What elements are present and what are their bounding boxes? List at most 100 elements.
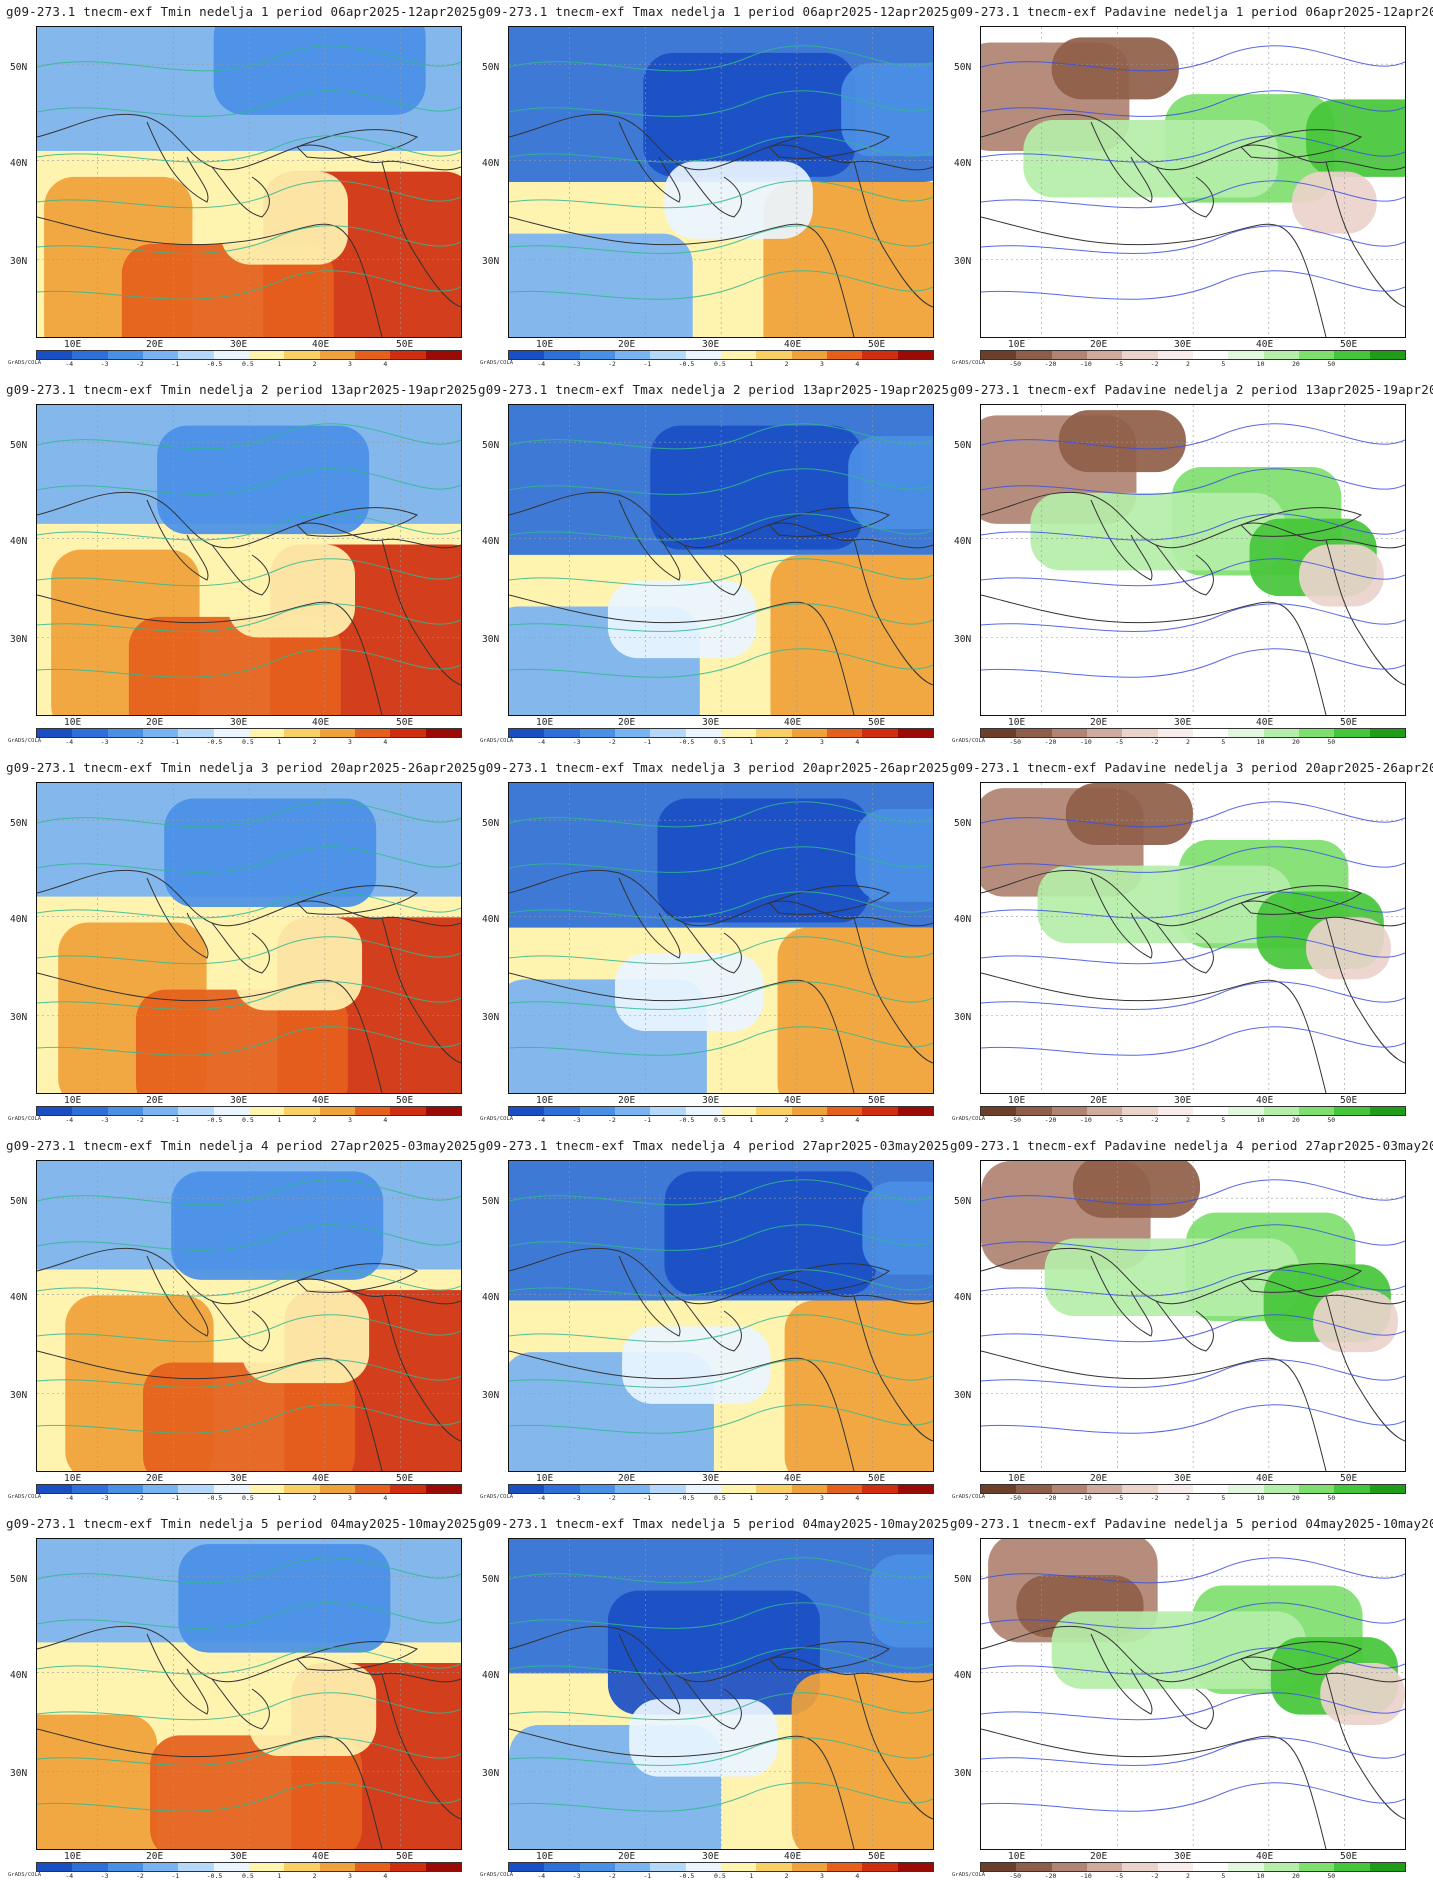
longitude-label: 30E: [230, 1851, 248, 1862]
grads-credit: GrADS/COLA: [480, 1494, 514, 1500]
longitude-label: 40E: [312, 1851, 330, 1862]
latitude-label: 50N: [10, 62, 28, 73]
colorbar-tick-label: 2: [312, 360, 317, 368]
colorbar-swatch: [1122, 1107, 1158, 1115]
longitude-label: 20E: [1090, 339, 1108, 350]
colorbar-tick-label: -1: [643, 1872, 652, 1880]
colorbar-swatch: [37, 729, 73, 737]
colorbar-swatch: [650, 729, 686, 737]
colorbar: [508, 1484, 934, 1494]
colorbar-tick-label: -2: [136, 1494, 144, 1502]
colorbar-tick-label: 4: [383, 738, 388, 746]
colorbar-swatch: [142, 729, 179, 737]
colorbar-swatch: [1157, 1863, 1193, 1871]
colorbar-swatch: [1192, 1863, 1229, 1871]
colorbar-swatch: [354, 1485, 391, 1493]
colorbar-swatch: [720, 729, 757, 737]
longitude-label: 30E: [1174, 1473, 1192, 1484]
colorbar-tick-label: -2: [136, 360, 144, 368]
colorbar-tick-label: 5: [1221, 360, 1226, 368]
anomaly-field-region: [171, 1171, 384, 1280]
colorbar-swatch: [1263, 729, 1299, 737]
map-svg: [509, 1539, 933, 1849]
colorbar-tick-label: -0.5: [206, 360, 223, 368]
colorbar-swatch: [37, 1485, 73, 1493]
anomaly-field-region: [770, 554, 933, 715]
colorbar-swatch: [213, 1485, 249, 1493]
colorbar-tick-label: 4: [855, 1872, 860, 1880]
map-svg: [37, 783, 461, 1093]
longitude-label: 50E: [396, 717, 414, 728]
latitude-label: 50N: [954, 1574, 972, 1585]
anomaly-field-region: [121, 244, 334, 337]
longitude-label: 10E: [64, 1473, 82, 1484]
anomaly-field-region: [234, 917, 363, 1011]
colorbar-swatch: [1122, 351, 1158, 359]
colorbar-swatch: [319, 1485, 355, 1493]
colorbar-swatch: [509, 1485, 545, 1493]
anomaly-field-region: [848, 436, 933, 529]
panel-title: g09-273.1 tnecm-exf Tmax nedelja 3 perio…: [478, 760, 950, 775]
colorbar-swatch: [650, 1485, 686, 1493]
colorbar-swatch: [1334, 1863, 1370, 1871]
colorbar-tick-label: 3: [348, 1872, 352, 1880]
longitude-label: 20E: [618, 1095, 636, 1106]
colorbar: [508, 1106, 934, 1116]
latitude-label: 30N: [954, 1012, 972, 1023]
longitude-label: 10E: [1008, 717, 1026, 728]
anomaly-field-region: [1023, 120, 1278, 198]
latitude-label: 30N: [10, 1012, 28, 1023]
colorbar-swatch: [142, 351, 179, 359]
longitude-label: 10E: [1008, 339, 1026, 350]
latitude-label: 30N: [10, 1768, 28, 1779]
longitude-label: 30E: [1174, 1095, 1192, 1106]
longitude-label: 40E: [784, 717, 802, 728]
map-plot-area: [980, 1538, 1406, 1850]
colorbar-swatch: [37, 1863, 73, 1871]
colorbar-tick-label: -2: [1150, 1116, 1159, 1124]
colorbar-tick-label: -5: [1115, 1494, 1124, 1502]
colorbar-swatch: [1192, 1107, 1229, 1115]
colorbar-tick-label: 0.5: [714, 1494, 726, 1502]
colorbar-swatch: [1263, 351, 1299, 359]
latitude-label: 30N: [10, 1390, 28, 1401]
map-panel-tmax-week-2: g09-273.1 tnecm-exf Tmax nedelja 2 perio…: [472, 378, 949, 753]
anomaly-field-region: [664, 161, 813, 239]
colorbar-tick-label: 2: [1186, 360, 1190, 368]
colorbar-tick-label: 50: [1327, 360, 1336, 368]
colorbar-tick-label: 2: [312, 1494, 317, 1502]
colorbar-swatch: [178, 1863, 214, 1871]
longitude-label: 10E: [536, 717, 554, 728]
colorbar-swatch: [897, 1107, 933, 1115]
colorbar-swatch: [509, 729, 545, 737]
colorbar: [36, 1862, 462, 1872]
colorbar-tick-label: 0.5: [714, 738, 726, 746]
colorbar-swatch: [107, 1485, 143, 1493]
colorbar-tick-label: 1: [277, 1494, 282, 1502]
colorbar: [980, 1862, 1406, 1872]
panel-title: g09-273.1 tnecm-exf Tmin nedelja 1 perio…: [6, 4, 478, 19]
colorbar-tick-label: -1: [171, 1116, 180, 1124]
colorbar-tick-label: -1: [643, 1494, 652, 1502]
colorbar-swatch: [614, 351, 651, 359]
colorbar-swatch: [1263, 1863, 1299, 1871]
colorbar-tick-label: 0.5: [242, 1494, 254, 1502]
colorbar-swatch: [1369, 729, 1405, 737]
colorbar-tick-label: -50: [1009, 360, 1022, 368]
colorbar-tick-label: 3: [820, 1116, 824, 1124]
anomaly-field-region: [869, 1554, 933, 1648]
colorbar-swatch: [862, 1863, 898, 1871]
latitude-label: 30N: [482, 256, 500, 267]
colorbar-swatch: [579, 1107, 615, 1115]
latitude-label: 50N: [10, 1574, 28, 1585]
longitude-label: 10E: [1008, 1473, 1026, 1484]
colorbar-swatch: [72, 1107, 108, 1115]
colorbar-swatch: [107, 351, 143, 359]
longitude-label: 30E: [230, 1473, 248, 1484]
map-svg: [37, 1161, 461, 1471]
longitude-label: 20E: [146, 1851, 164, 1862]
colorbar-swatch: [981, 1107, 1017, 1115]
colorbar-tick-label: 4: [855, 738, 860, 746]
map-svg: [981, 405, 1405, 715]
